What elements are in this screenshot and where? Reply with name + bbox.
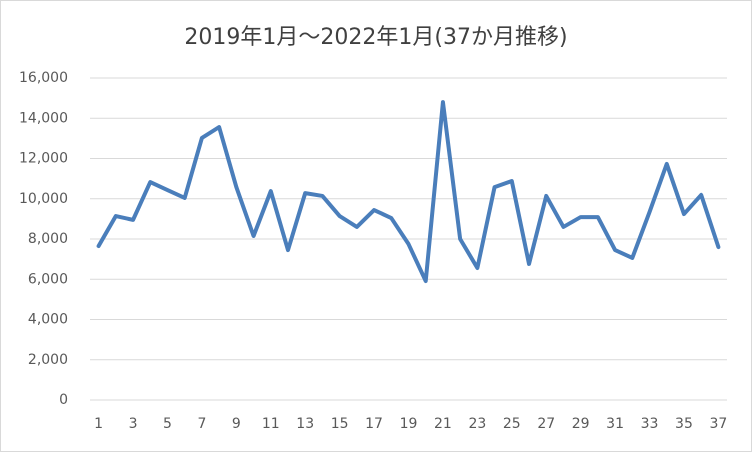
x-tick-label: 19 (400, 416, 418, 432)
x-tick-label: 1 (94, 416, 103, 432)
y-tick-label: 2,000 (28, 352, 68, 368)
x-tick-label: 15 (331, 416, 349, 432)
x-tick-label: 17 (365, 416, 383, 432)
chart-title: 2019年1月～2022年1月(37か月推移) (184, 25, 567, 50)
y-tick-label: 8,000 (28, 231, 68, 247)
line-series (96, 100, 721, 284)
x-tick-label: 35 (675, 416, 693, 432)
x-tick-label: 31 (606, 416, 624, 432)
y-tick-label: 4,000 (28, 312, 68, 328)
x-tick-label: 25 (503, 416, 521, 432)
x-tick-label: 27 (537, 416, 555, 432)
x-tick-label: 5 (163, 416, 172, 432)
y-tick-label: 10,000 (19, 191, 68, 207)
x-tick-label: 13 (296, 416, 314, 432)
x-tick-label: 29 (572, 416, 590, 432)
x-tick-label: 9 (232, 416, 241, 432)
y-tick-label: 0 (59, 392, 68, 408)
y-tick-label: 14,000 (19, 110, 68, 126)
x-tick-label: 11 (262, 416, 280, 432)
x-tick-label: 33 (641, 416, 659, 432)
x-tick-label: 23 (468, 416, 486, 432)
y-tick-label: 16,000 (19, 70, 68, 86)
y-tick-label: 6,000 (28, 271, 68, 287)
x-tick-label: 21 (434, 416, 452, 432)
x-tick-label: 3 (129, 416, 138, 432)
x-tick-label: 37 (709, 416, 727, 432)
x-tick-label: 7 (197, 416, 206, 432)
y-tick-label: 12,000 (19, 151, 68, 167)
